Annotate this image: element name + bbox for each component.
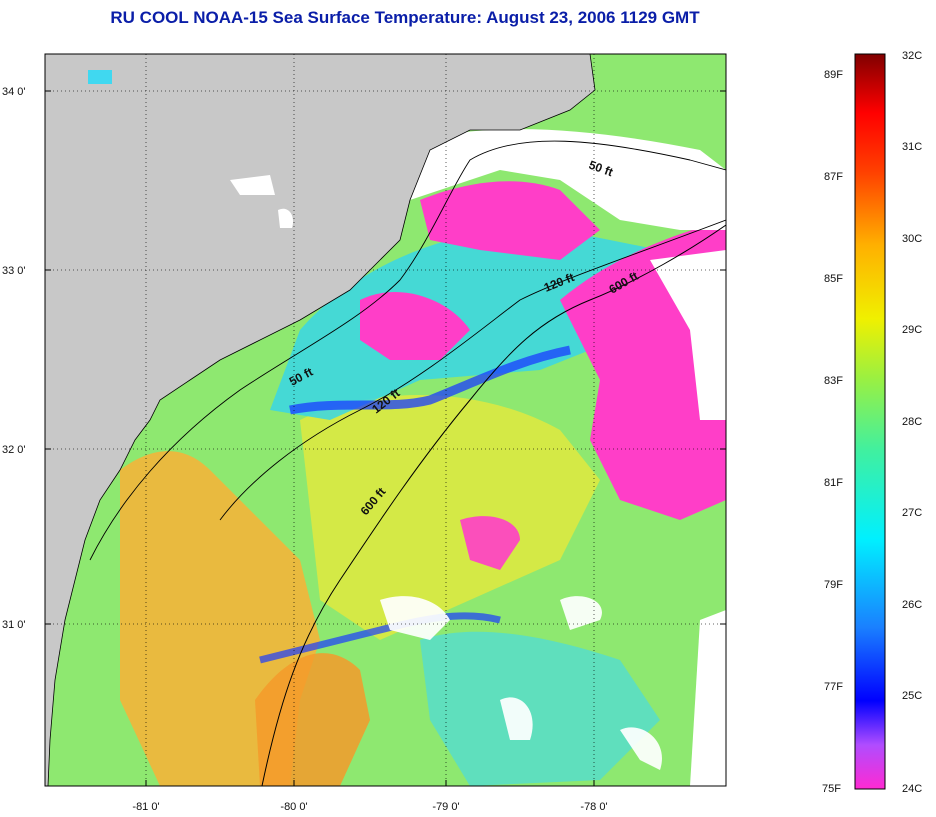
colorbar-f-89: 89F [824, 69, 843, 81]
cloud-mask-bottom-right [690, 610, 726, 786]
lon-label-79: -79 0' [432, 801, 459, 813]
colorbar-gradient [854, 53, 886, 790]
colorbar-c-26: 26C [902, 599, 922, 611]
cold-water-patch-south [460, 516, 520, 570]
cloud-mask-south [380, 596, 662, 770]
map-frame [44, 53, 727, 787]
colorbar-c-30: 30C [902, 233, 922, 245]
lat-label-33: 33 0' [2, 265, 26, 277]
small-cloud-patch [230, 175, 294, 228]
map-title: RU COOL NOAA-15 Sea Surface Temperature:… [110, 8, 700, 27]
colorbar-c-31: 31C [902, 141, 922, 153]
island-marker [88, 70, 112, 84]
colorbar-c-24: 24C [902, 783, 922, 795]
colorbar-c-27: 27C [902, 507, 922, 519]
isobath-50ft [89, 140, 726, 561]
colorbar-c-25: 25C [902, 690, 922, 702]
lat-label-34: 34 0' [2, 86, 26, 98]
cloud-mask-north [410, 129, 726, 230]
colorbar-c-28: 28C [902, 416, 922, 428]
lon-label-80: -80 0' [280, 801, 307, 813]
colorbar-c-32: 32C [902, 50, 922, 62]
warm-water-core [255, 653, 370, 786]
isobath-600ft [261, 224, 726, 786]
cool-water-south [420, 631, 660, 786]
colorbar: 89F 87F 85F 83F 81F 79F 77F 75F 32C 31C … [822, 50, 922, 795]
colorbar-f-75: 75F [822, 783, 841, 795]
cold-water-shelf [360, 291, 470, 360]
colorbar-f-77: 77F [824, 681, 843, 693]
isobath-120ft [219, 219, 726, 521]
lat-label-32: 32 0' [2, 444, 26, 456]
axis-ticks [45, 90, 726, 786]
lat-label-31: 31 0' [2, 619, 26, 631]
land-mass [45, 54, 596, 786]
lon-label-78: -78 0' [580, 801, 607, 813]
colorbar-f-79: 79F [824, 579, 843, 591]
map-panel [45, 54, 726, 786]
yellow-water-area [300, 395, 600, 640]
cold-water-north [420, 181, 600, 260]
colorbar-f-83: 83F [824, 375, 843, 387]
cloud-mask-east [650, 250, 726, 420]
colorbar-f-81: 81F [824, 477, 843, 489]
lat-lon-grid [45, 54, 726, 786]
colorbar-c-29: 29C [902, 324, 922, 336]
blue-front-south [259, 612, 501, 664]
blue-front-north [289, 345, 571, 415]
colorbar-f-85: 85F [824, 273, 843, 285]
lon-label-81: -81 0' [132, 801, 159, 813]
colorbar-f-87: 87F [824, 171, 843, 183]
